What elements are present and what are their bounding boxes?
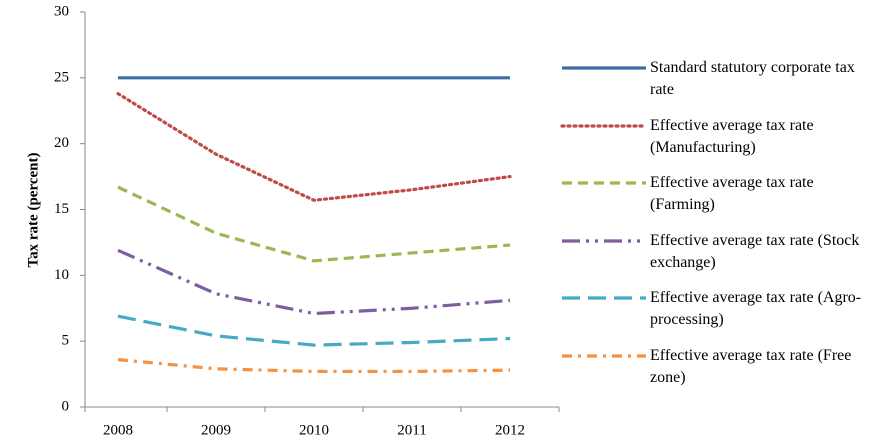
x-tick-label: 2011	[397, 422, 426, 438]
legend-label: Effective average tax rate (Stock exchan…	[650, 231, 860, 271]
legend-swatch	[562, 353, 646, 358]
legend-swatch	[562, 181, 646, 185]
y-tick-label: 5	[62, 333, 70, 349]
x-tick-label: 2012	[495, 422, 525, 438]
y-tick-label: 15	[54, 201, 69, 217]
series-line	[116, 92, 512, 202]
legend-entry: Effective average tax rate (Manufacturin…	[560, 115, 882, 159]
y-tick-label: 25	[54, 69, 69, 85]
y-tick-label: 30	[54, 3, 69, 19]
legend-entry: Effective average tax rate (Free zone)	[560, 345, 882, 389]
series-line	[117, 314, 511, 347]
legend-swatch	[562, 238, 646, 243]
legend-label: Effective average tax rate (Free zone)	[650, 346, 852, 386]
series-line	[117, 248, 511, 316]
y-tick-label: 20	[54, 135, 69, 151]
legend-swatch	[562, 296, 646, 300]
legend-label: Effective average tax rate (Farming)	[650, 174, 814, 213]
legend-swatch	[560, 123, 648, 128]
legend-entry: Effective average tax rate (Agro-process…	[560, 287, 882, 331]
y-tick-label: 10	[54, 267, 69, 283]
series-line	[117, 185, 511, 263]
y-axis-label: Tax rate (percent)	[25, 153, 41, 268]
legend-label: Standard statutory corporate tax rate	[650, 59, 855, 98]
x-tick-label: 2010	[299, 422, 329, 438]
y-tick-label: 0	[62, 398, 70, 414]
legend-label: Effective average tax rate (Manufacturin…	[650, 116, 814, 156]
x-tick-label: 2008	[103, 422, 133, 438]
legend-entry: Standard statutory corporate tax rate	[560, 57, 882, 101]
series-line	[117, 358, 511, 374]
legend-entry: Effective average tax rate (Farming)	[560, 172, 882, 216]
legend-label: Effective average tax rate (Agro-process…	[650, 289, 862, 328]
x-tick-label: 2009	[201, 422, 231, 438]
legend-swatch	[562, 66, 646, 70]
legend-entry: Effective average tax rate (Stock exchan…	[560, 230, 882, 274]
